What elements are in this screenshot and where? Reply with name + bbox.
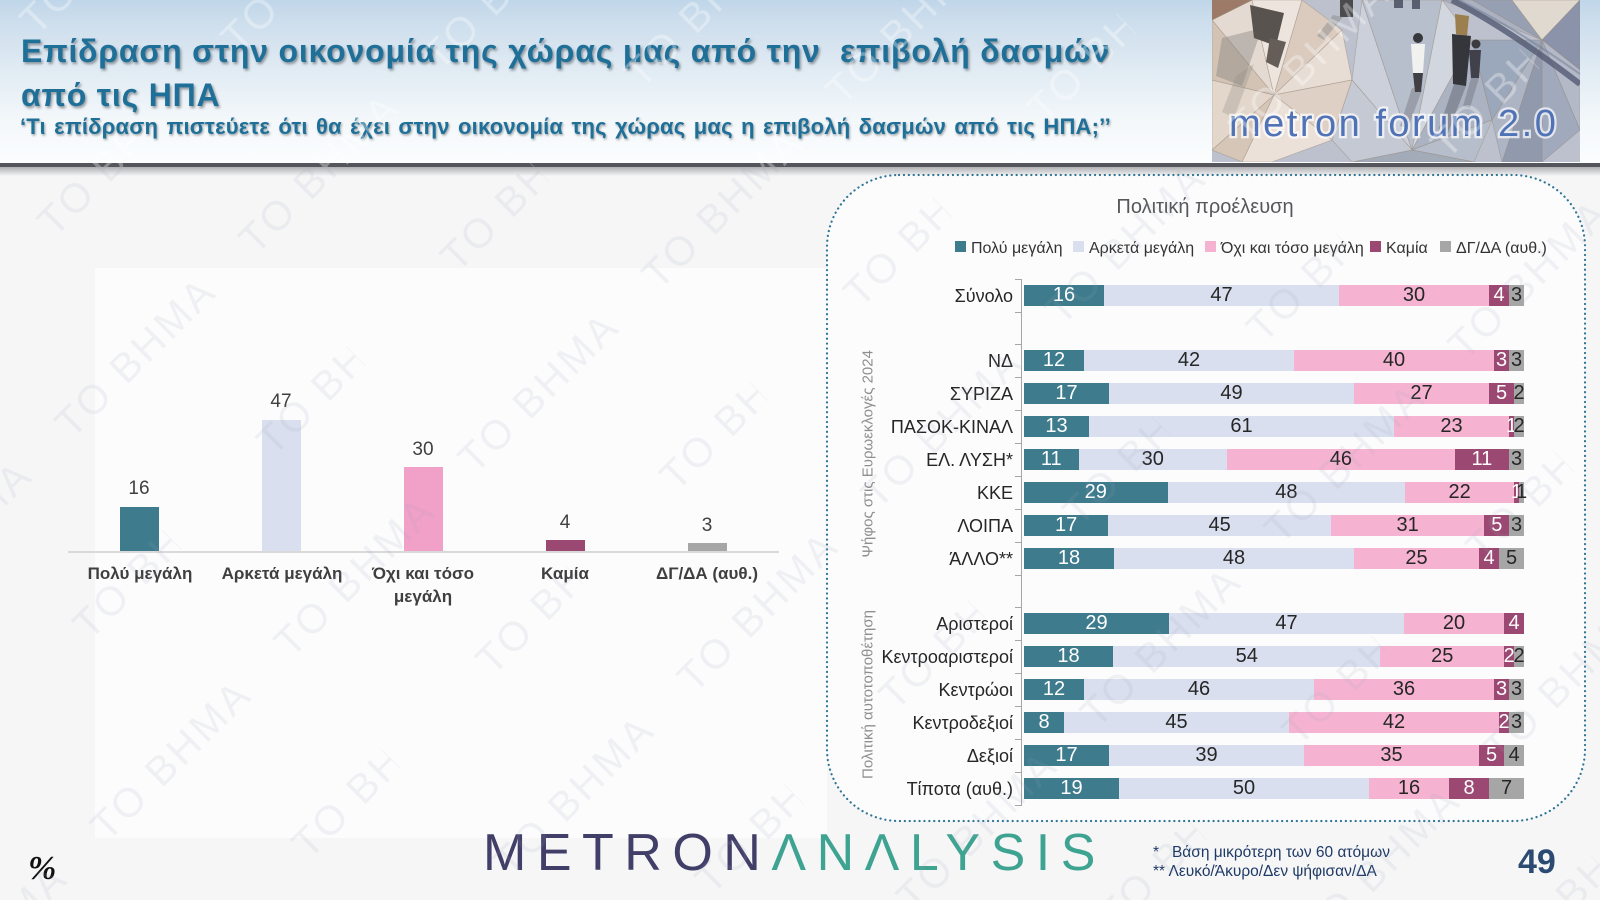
svg-text:metron forum 2.0: metron forum 2.0 (1229, 103, 1558, 145)
